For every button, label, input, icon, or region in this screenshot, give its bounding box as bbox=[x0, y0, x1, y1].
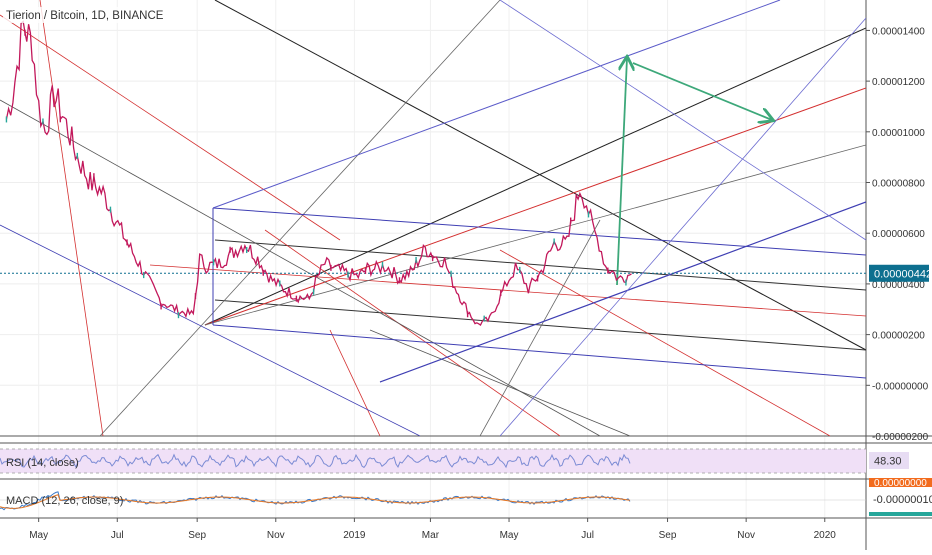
blue-fan-steep[interactable] bbox=[499, 17, 866, 436]
gray-fan-3[interactable] bbox=[479, 219, 601, 436]
red-fan-3[interactable] bbox=[499, 249, 831, 436]
blue-channel-mid[interactable] bbox=[212, 207, 866, 256]
chart-title: Tierion / Bitcoin, 1D, BINANCE bbox=[6, 10, 164, 22]
y-tick-label: -0.00000000 bbox=[872, 381, 929, 392]
blue-upper-diag[interactable] bbox=[499, 0, 866, 241]
macd-badge-orange bbox=[869, 478, 932, 487]
price-badge: 0.00000442 bbox=[869, 264, 932, 282]
green-arrow-up[interactable] bbox=[616, 58, 627, 286]
gray-fan-down[interactable] bbox=[0, 99, 601, 436]
red-rising-line[interactable] bbox=[204, 87, 866, 326]
price-series-line bbox=[5, 20, 632, 326]
trendline-drawings[interactable] bbox=[0, 0, 866, 436]
macd-value-2: -0.00000010 bbox=[873, 494, 932, 506]
x-tick-label: Mar bbox=[422, 530, 440, 541]
x-tick-label: Nov bbox=[737, 530, 755, 541]
red-fan-1[interactable] bbox=[264, 229, 561, 436]
gray-fan-down-2[interactable] bbox=[369, 329, 631, 436]
macd-badge-teal bbox=[869, 512, 932, 516]
gray-fan-up[interactable] bbox=[99, 0, 501, 436]
y-tick-label: 0.00000200 bbox=[872, 331, 925, 342]
blue-lower-diag[interactable] bbox=[0, 224, 421, 436]
rsi-line bbox=[0, 453, 631, 469]
x-tick-label: 2020 bbox=[814, 530, 837, 541]
rsi-value-badge bbox=[869, 452, 909, 469]
price-axis[interactable]: 0.00001400 0.00001200 0.00001000 0.00000800… bbox=[866, 26, 929, 443]
y-tick-label: -0.00000200 bbox=[872, 432, 929, 443]
red-diagonal[interactable] bbox=[39, 0, 104, 436]
gray-fan-up-2[interactable] bbox=[204, 144, 866, 326]
black-rising-line[interactable] bbox=[204, 27, 866, 326]
y-tick-label: 0.00000400 bbox=[872, 280, 925, 291]
price-badge-text: 0.00000442 bbox=[874, 268, 932, 280]
price-series-layer bbox=[0, 20, 866, 326]
x-tick-label: Sep bbox=[659, 530, 677, 541]
x-tick-label: May bbox=[500, 530, 519, 541]
x-tick-label: Jul bbox=[111, 530, 124, 541]
x-tick-label: Sep bbox=[188, 530, 206, 541]
macd-value-1: 0.00000000 bbox=[874, 478, 927, 489]
red-median[interactable] bbox=[149, 264, 866, 317]
blue-channel-low[interactable] bbox=[212, 324, 866, 379]
y-tick-label: 0.00000600 bbox=[872, 229, 925, 240]
macd-label: MACD (12, 26, close, 9) bbox=[6, 495, 123, 507]
green-arrow-diag[interactable] bbox=[632, 62, 772, 120]
y-tick-label: 0.00001400 bbox=[872, 26, 925, 37]
rsi-label: RSI (14, close) bbox=[6, 457, 79, 469]
y-tick-label: 0.00001000 bbox=[872, 128, 925, 139]
black-channel-upper[interactable] bbox=[214, 239, 866, 291]
time-axis[interactable]: May Jul Sep Nov 2019 Mar May Jul Sep Nov 2020 bbox=[29, 518, 836, 541]
signal-line bbox=[0, 494, 631, 509]
x-tick-label: Jul bbox=[581, 530, 594, 541]
black-channel-lower[interactable] bbox=[214, 299, 866, 351]
rsi-panel[interactable]: RSI (14, close) 48.30 bbox=[0, 448, 909, 474]
y-tick-label: 0.00000800 bbox=[872, 179, 925, 190]
red-trendline-top[interactable] bbox=[0, 14, 341, 241]
rsi-value: 48.30 bbox=[874, 456, 902, 468]
red-fan-2[interactable] bbox=[329, 329, 381, 436]
blue-support[interactable] bbox=[379, 201, 866, 383]
black-trendline-1[interactable] bbox=[214, 0, 866, 351]
x-tick-label: Nov bbox=[267, 530, 285, 541]
blue-channel-top[interactable] bbox=[212, 0, 781, 209]
macd-panel[interactable]: MACD (12, 26, close, 9) 0.00000000 -0.00… bbox=[0, 478, 932, 516]
x-tick-label: May bbox=[29, 530, 48, 541]
y-tick-label: 0.00001200 bbox=[872, 77, 925, 88]
x-tick-label: 2019 bbox=[343, 530, 366, 541]
